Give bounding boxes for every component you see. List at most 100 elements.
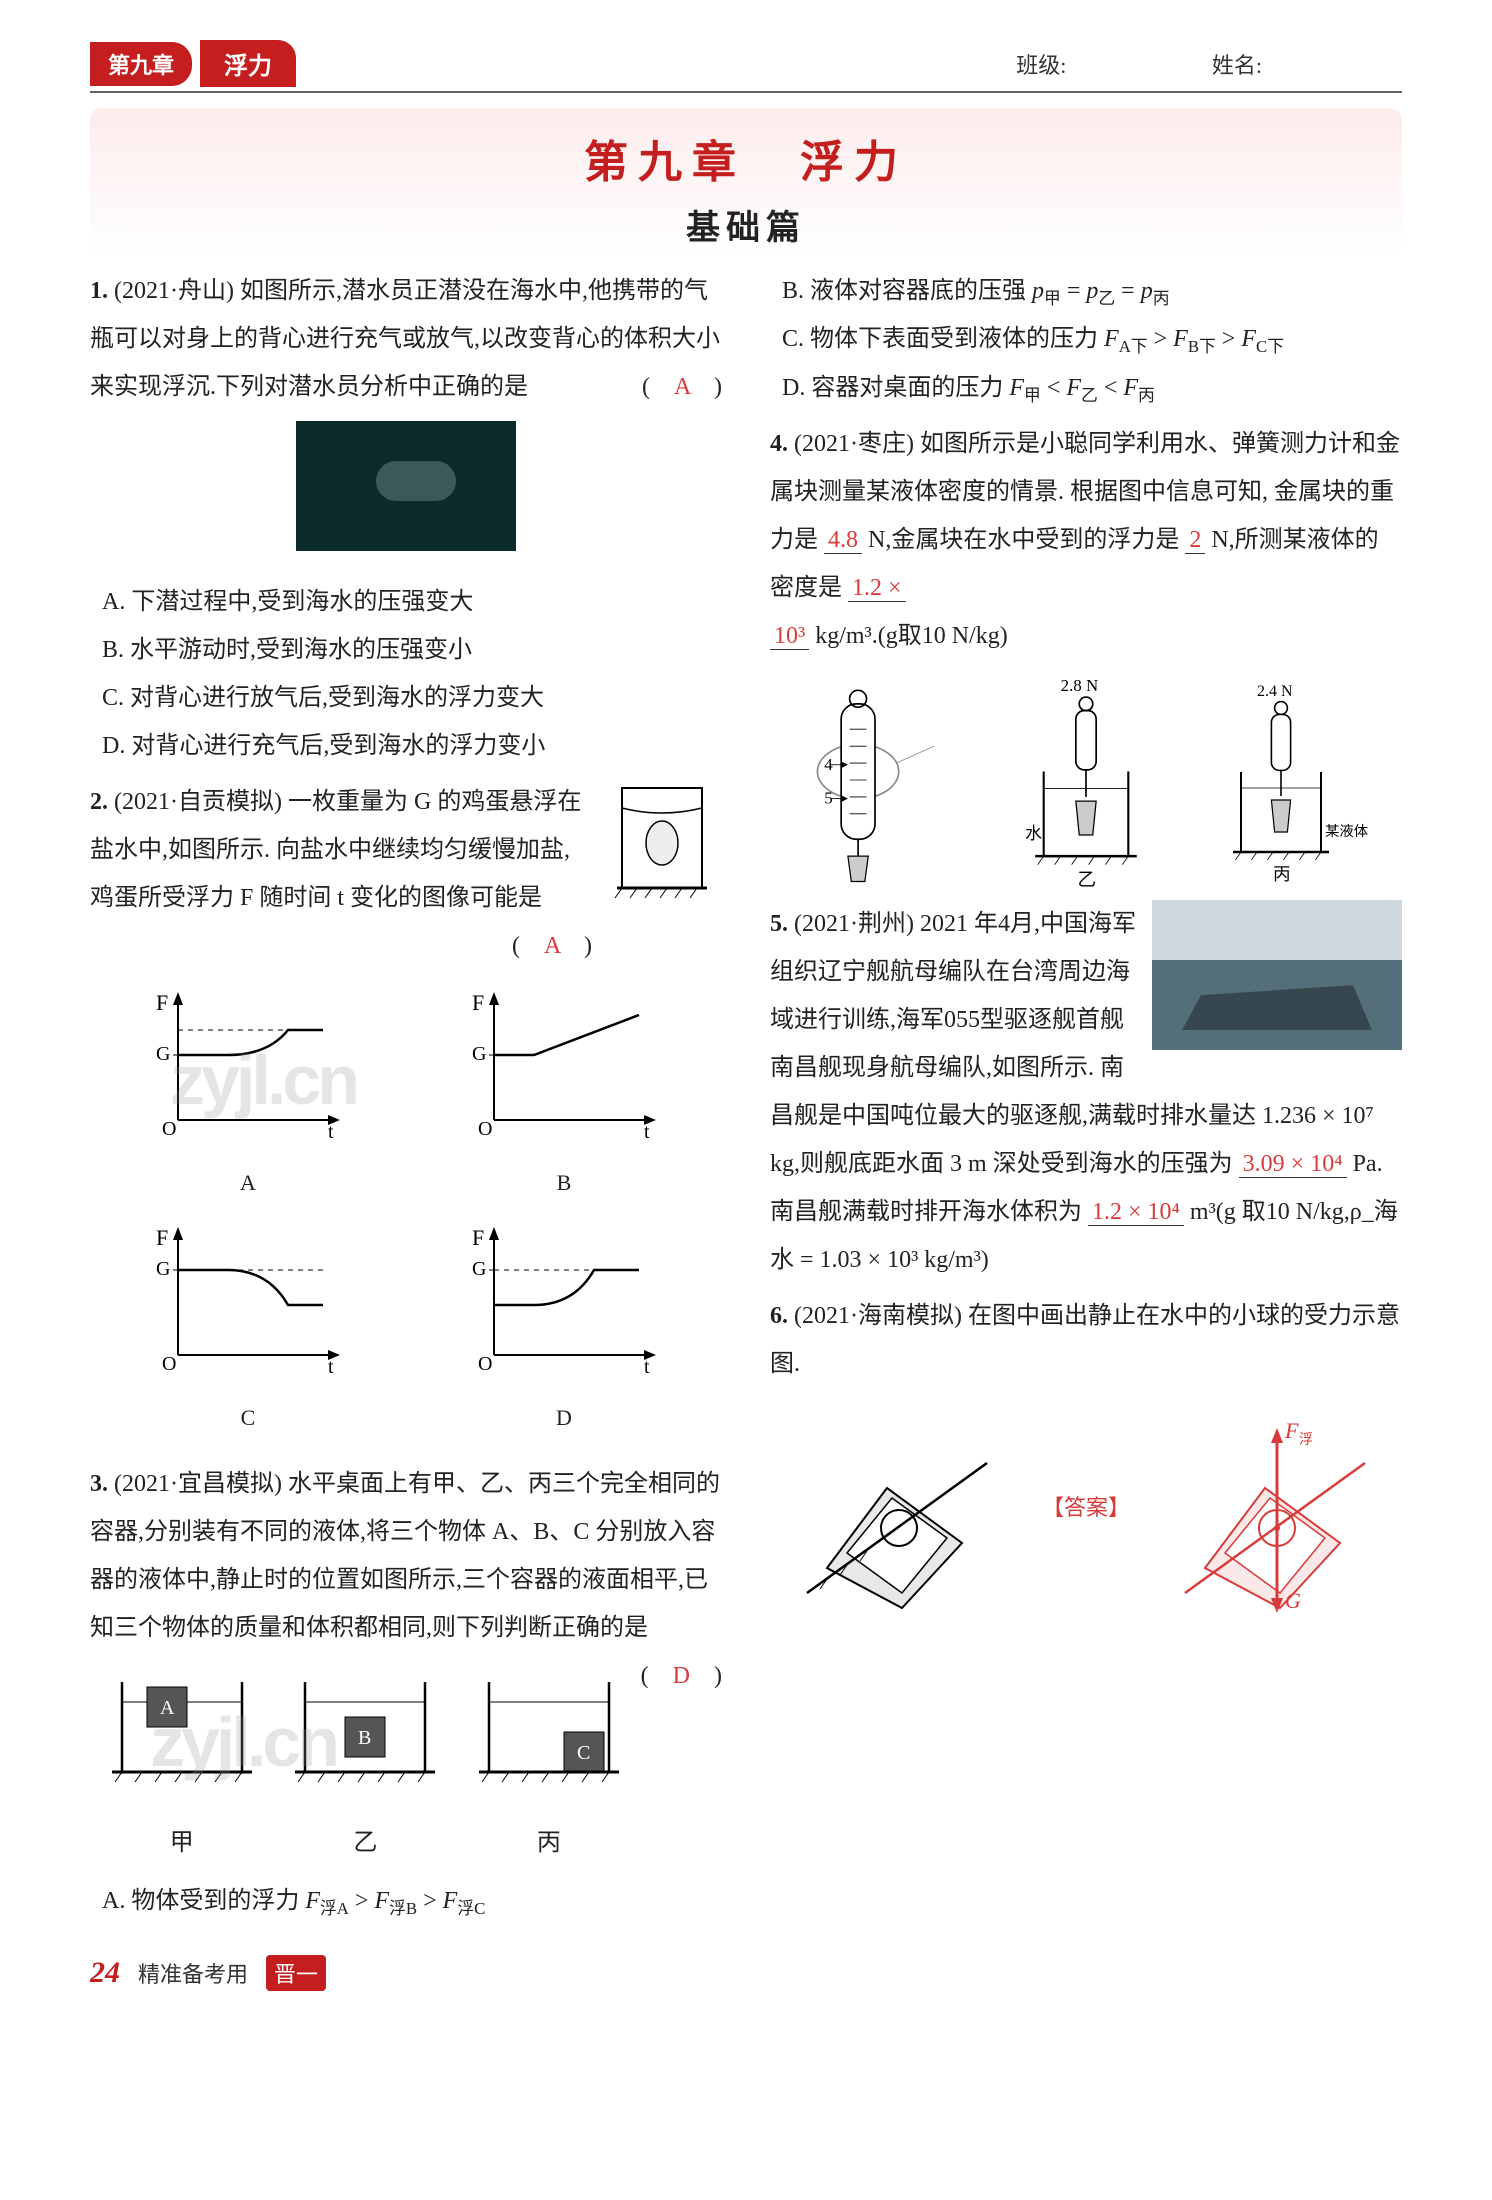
q4-answer-1: 4.8 [824,527,862,554]
footer-text: 精准备考用 [138,1957,248,1989]
q3-answer: D [673,1663,690,1689]
svg-text:F: F [472,1225,484,1250]
svg-text:t: t [644,1356,650,1375]
svg-text:A: A [160,1697,175,1719]
svg-text:2.4 N: 2.4 N [1257,683,1293,700]
q6-diagrams: 【答案】 F 浮 [770,1398,1402,1618]
svg-text:G: G [472,1258,486,1280]
svg-text:O: O [162,1353,176,1375]
q3-container-jia: A 甲 [102,1662,262,1867]
q5-answer-1: 3.09 × 10⁴ [1239,1151,1347,1178]
q4-source: (2021·枣庄) [794,431,914,457]
name-label: 姓名: [1212,53,1262,78]
q2-graph-b: F G O t B [412,980,715,1205]
svg-text:G: G [472,1043,486,1065]
q3-label-yi: 乙 [285,1819,445,1867]
right-column: B. 液体对容器底的压强 p甲 = p乙 = p丙 C. 物体下表面受到液体的压… [770,267,1402,1925]
q5-answer-2: 1.2 × 10⁴ [1088,1199,1184,1226]
axis-g-label: G [156,1043,170,1065]
svg-text:F: F [156,1225,168,1250]
svg-text:乙: 乙 [1078,870,1097,890]
q3-container-bing: C 丙 [469,1662,629,1867]
q2-label-c: C [96,1396,399,1440]
svg-text:B: B [358,1727,371,1749]
page-header: 第九章 浮力 班级: 姓名: [90,40,1402,93]
q6-original-diagram [787,1398,1007,1618]
q5-source: (2021·荆州) [794,911,914,937]
q4-answer-2: 2 [1185,527,1205,554]
q3-options-continued: B. 液体对容器底的压强 p甲 = p乙 = p丙 C. 物体下表面受到液体的压… [770,267,1402,412]
svg-text:O: O [162,1118,176,1140]
question-1: 1. (2021·舟山) 如图所示,潜水员正潜没在海水中,他携带的气瓶可以对身上… [90,267,722,770]
subject-tag: 浮力 [200,40,296,87]
q2-answer-paren: ( A ) [512,922,592,970]
page-footer: 24 精准备考用 晋一 [90,1955,1402,1991]
q3-answer-paren: ( D ) [641,1652,722,1700]
q2-graph-d: F G O t D [412,1215,715,1440]
q4-setup-yi: 2.8 N 水 乙 [1006,670,1166,890]
q2-number: 2. [90,789,108,815]
q4-number: 4. [770,431,788,457]
q1-answer-paren: ( A ) [642,363,722,411]
q3-label-jia: 甲 [102,1819,262,1867]
ship-image [1152,900,1402,1050]
diver-image [296,421,516,551]
left-column: 1. (2021·舟山) 如图所示,潜水员正潜没在海水中,他携带的气瓶可以对身上… [90,267,722,1925]
svg-text:丙: 丙 [1273,864,1291,884]
svg-text:G: G [156,1258,170,1280]
q4-answer-3b: 10³ [770,623,809,650]
q4-diagram: 4 5 甲 2.8 N [770,670,1402,890]
question-3: 3. (2021·宜昌模拟) 水平桌面上有甲、乙、丙三个完全相同的容器,分别装有… [90,1460,722,1925]
svg-text:t: t [644,1121,650,1140]
q3-container-yi: B 乙 [285,1662,445,1867]
question-5: 5. (2021·荆州) 2021 年4月,中国海军组织辽宁舰航母编队在台湾周边… [770,900,1402,1284]
main-title: 第九章 浮力 [90,126,1402,190]
q3-diagram: zyjl.cn A 甲 [90,1662,641,1867]
q3-label-bing: 丙 [469,1819,629,1867]
q6-answer-diagram: F 浮 G [1165,1398,1385,1618]
q3-option-c: C. 物体下表面受到液体的压力 FA下 > FB下 > FC下 [770,315,1402,363]
q1-number: 1. [90,278,108,304]
q1-answer: A [674,374,690,400]
q1-option-d: D. 对背心进行充气后,受到海水的浮力变小 [90,722,722,770]
svg-text:某液体: 某液体 [1325,823,1368,840]
q5-number: 5. [770,911,788,937]
svg-text:F: F [1284,1418,1299,1443]
svg-text:O: O [478,1353,492,1375]
sub-title: 基础篇 [90,200,1402,249]
q4-answer-3a: 1.2 × [848,575,906,602]
axis-f-label: F [156,990,168,1015]
svg-text:O: O [478,1118,492,1140]
chapter-tag: 第九章 [90,42,192,86]
q1-option-b: B. 水平游动时,受到海水的压强变小 [90,626,722,674]
q1-option-a: A. 下潜过程中,受到海水的压强变大 [90,578,722,626]
q2-label-a: A [96,1161,399,1205]
q4-stem-b: N,金属块在水中受到的浮力是 [868,527,1179,553]
svg-text:F: F [472,990,484,1015]
q1-source: (2021·舟山) [114,278,234,304]
footer-badge: 晋一 [266,1955,326,1991]
svg-text:t: t [328,1356,334,1375]
q3-source: (2021·宜昌模拟) [114,1471,282,1497]
svg-text:水: 水 [1025,824,1042,843]
q6-source: (2021·海南模拟) [794,1303,962,1329]
svg-text:G: G [1285,1588,1301,1613]
q4-setup-bing: 2.4 N 某液体 丙 [1217,670,1377,890]
svg-text:C: C [577,1742,590,1764]
q2-label-b: B [412,1161,715,1205]
q3-option-b: B. 液体对容器底的压强 p甲 = p乙 = p丙 [770,267,1402,315]
question-4: 4. (2021·枣庄) 如图所示是小聪同学利用水、弹簧测力计和金属块测量某液体… [770,420,1402,890]
q2-label-d: D [412,1396,715,1440]
class-name-fields: 班级: 姓名: [1016,48,1402,80]
page-number: 24 [90,1956,120,1990]
question-6: 6. (2021·海南模拟) 在图中画出静止在水中的小球的受力示意图. 【答案】 [770,1292,1402,1618]
svg-text:浮: 浮 [1299,1432,1313,1448]
q1-diagram-diver [90,421,722,568]
title-banner: 第九章 浮力 基础篇 [90,108,1402,259]
q2-answer: A [544,933,560,959]
q2-graph-c: F G O t C [96,1215,399,1440]
class-label: 班级: [1016,53,1066,78]
svg-text:4: 4 [825,755,834,774]
q2-graphs: zyjl.cn F G O t [90,980,722,1450]
svg-text:t: t [328,1121,334,1140]
